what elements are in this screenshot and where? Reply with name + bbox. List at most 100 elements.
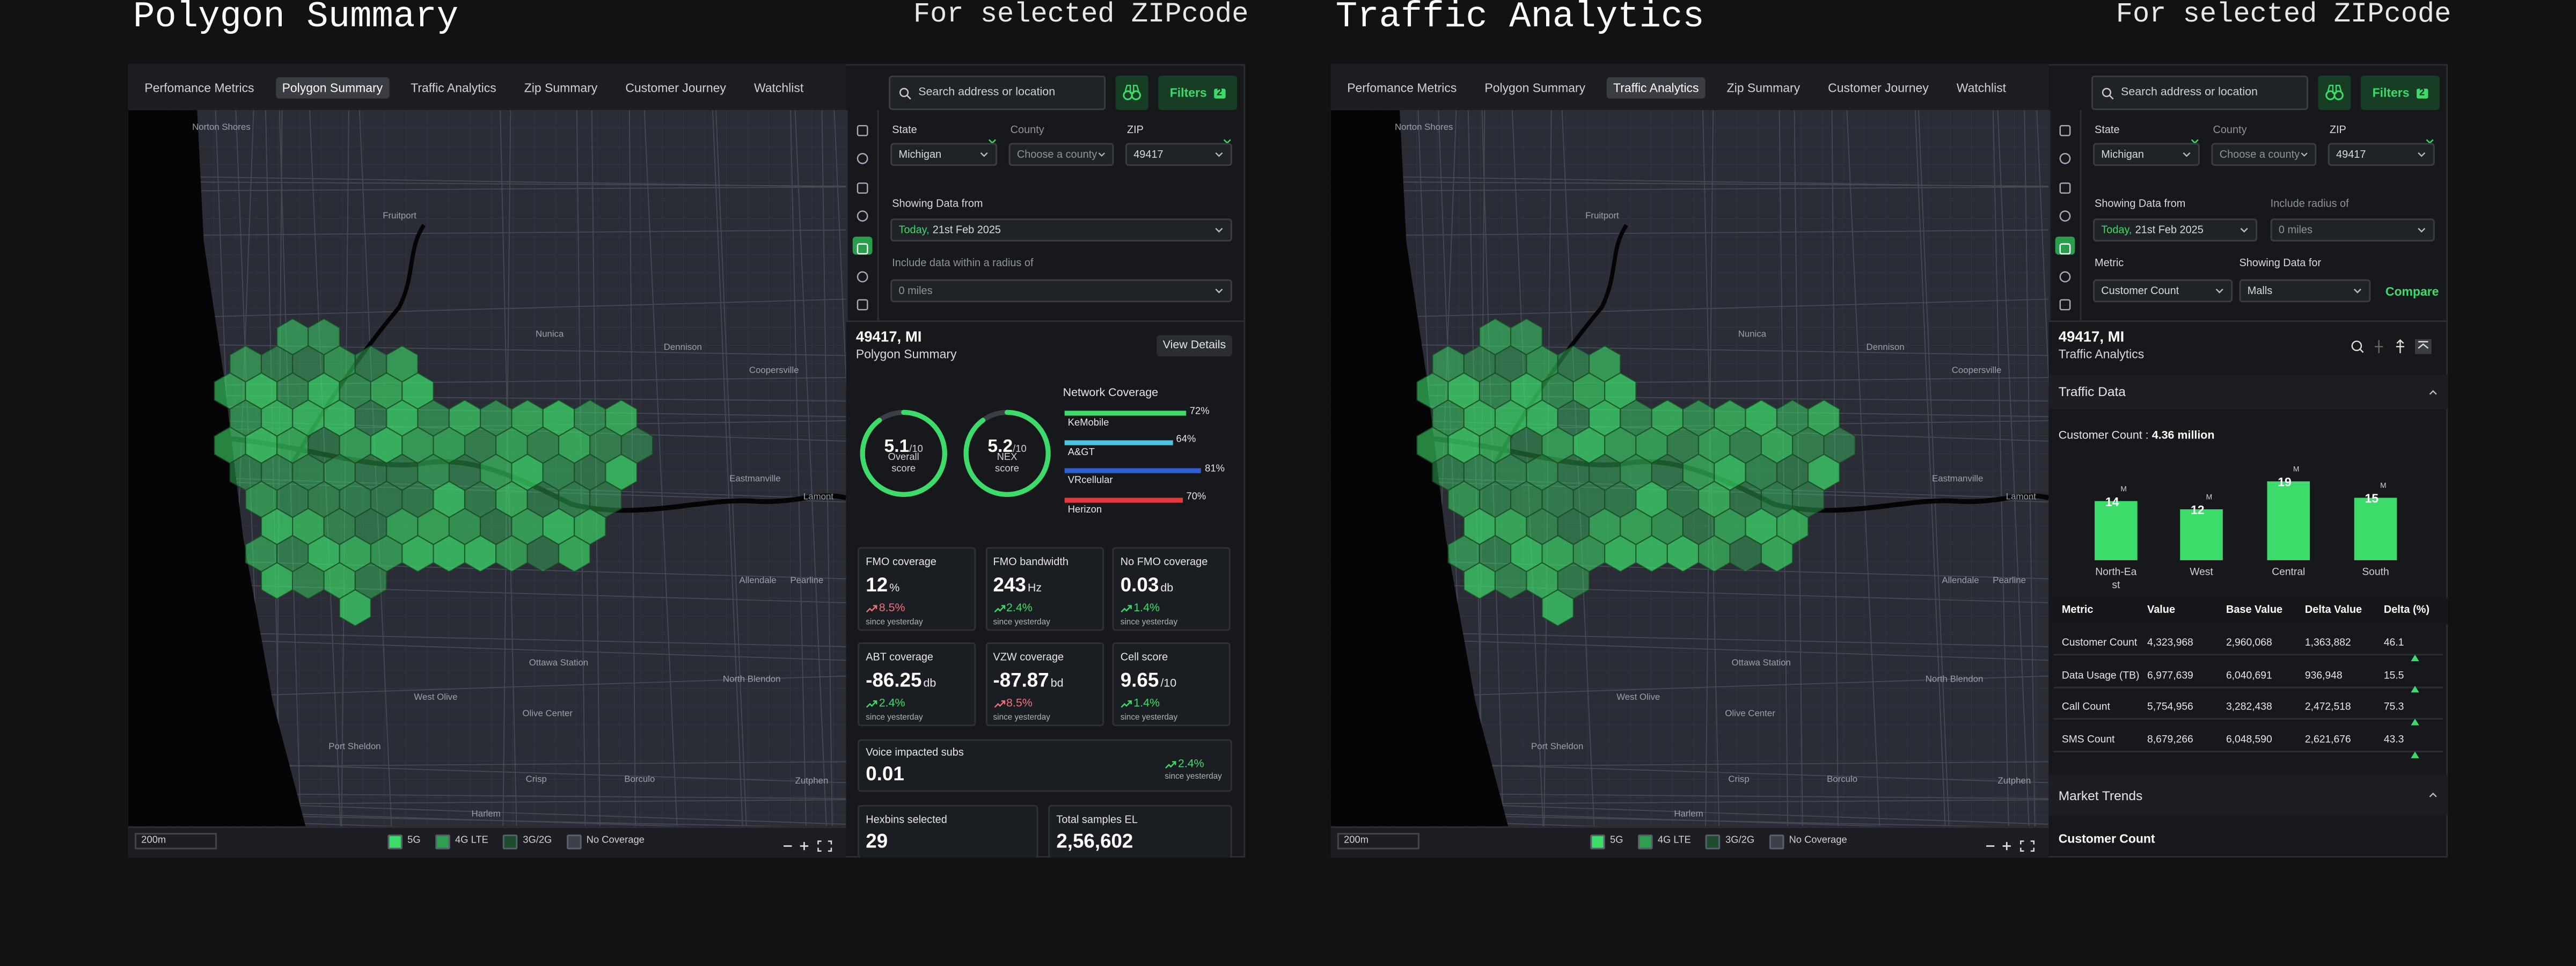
coverage-bar bbox=[1064, 497, 1183, 502]
section-header[interactable]: Traffic Data bbox=[2048, 374, 2448, 409]
tool-icon[interactable] bbox=[853, 240, 873, 258]
place-label: Coopersville bbox=[1952, 365, 2002, 375]
date-select[interactable]: Today, 21st Feb 2025 bbox=[2093, 218, 2258, 241]
filters-button[interactable]: Filters 2 bbox=[1158, 75, 1238, 111]
tool-button[interactable] bbox=[853, 176, 873, 194]
search-box[interactable]: Search address or location bbox=[889, 75, 1106, 111]
tab[interactable]: Zip Summary bbox=[524, 79, 598, 95]
tool-icon[interactable] bbox=[2055, 150, 2075, 168]
tool-button[interactable] bbox=[852, 236, 873, 258]
tab[interactable]: Watchlist bbox=[1956, 79, 2007, 95]
legend-item[interactable]: 5G bbox=[387, 833, 421, 849]
tool-button[interactable] bbox=[2055, 118, 2075, 136]
legend-item[interactable]: No Coverage bbox=[566, 833, 645, 849]
tool-button[interactable] bbox=[2055, 265, 2075, 283]
legend-item[interactable]: 3G/2G bbox=[503, 833, 552, 849]
county-select[interactable]: Choose a county bbox=[2211, 143, 2317, 166]
compare-button[interactable]: Compare bbox=[2385, 284, 2439, 299]
card-number: 12 bbox=[866, 573, 888, 597]
place-label: Allendale bbox=[740, 575, 777, 586]
zoom-icons[interactable] bbox=[1983, 838, 2042, 854]
tab[interactable]: Perfomance Metrics bbox=[1347, 79, 1457, 95]
legend-item[interactable]: 5G bbox=[1590, 833, 1623, 849]
tool-icon[interactable] bbox=[2055, 207, 2075, 225]
zip-select[interactable]: 49417 bbox=[1125, 143, 1232, 166]
legend-item[interactable]: 4G LTE bbox=[1638, 833, 1691, 849]
map[interactable]: Norton Shores Fruitport Nunica Dennison Coop… bbox=[128, 110, 846, 826]
state-select[interactable]: Michigan bbox=[890, 143, 998, 166]
tool-button[interactable] bbox=[2055, 292, 2075, 311]
hexbin[interactable] bbox=[1541, 589, 1574, 627]
hexbin[interactable] bbox=[339, 589, 371, 627]
tool-button[interactable] bbox=[853, 118, 873, 136]
place-label: Nunica bbox=[1738, 329, 1767, 339]
tab[interactable]: Customer Journey bbox=[1828, 79, 1929, 95]
tool-icon[interactable] bbox=[853, 179, 873, 197]
tool-icon[interactable] bbox=[853, 296, 873, 314]
county-select[interactable]: Choose a county bbox=[1008, 143, 1114, 166]
tool-button[interactable] bbox=[2055, 176, 2075, 194]
hexbin[interactable] bbox=[1760, 535, 1794, 573]
tool-icon[interactable] bbox=[853, 150, 873, 168]
tool-button[interactable] bbox=[2055, 204, 2075, 222]
coverage-value: 72% bbox=[1189, 406, 1210, 417]
tab[interactable]: Zip Summary bbox=[1726, 79, 1801, 95]
place-label: Eastmanville bbox=[1932, 473, 1983, 484]
zip-select[interactable]: 49417 bbox=[2328, 143, 2435, 166]
bar bbox=[2354, 497, 2397, 560]
tab[interactable]: Traffic Analytics bbox=[1606, 76, 1706, 98]
filters-button[interactable]: Filters 2 bbox=[2360, 75, 2440, 111]
card-delta: 8.5% bbox=[993, 698, 1033, 709]
tool-icon[interactable] bbox=[2055, 268, 2075, 286]
tool-icon[interactable] bbox=[853, 122, 873, 140]
tool-icon[interactable] bbox=[2055, 296, 2075, 314]
tab[interactable]: Polygon Summary bbox=[275, 76, 390, 98]
tab[interactable]: Perfomance Metrics bbox=[144, 79, 254, 95]
binoculars-icon[interactable] bbox=[1116, 76, 1148, 110]
legend-item[interactable]: 3G/2G bbox=[1706, 833, 1754, 849]
tool-button[interactable] bbox=[853, 146, 873, 164]
radius-select[interactable]: 0 miles bbox=[890, 279, 1232, 303]
search-box[interactable]: Search address or location bbox=[2091, 75, 2309, 111]
collapse-icon[interactable] bbox=[2428, 792, 2438, 799]
metric-select[interactable]: Customer Count bbox=[2093, 279, 2233, 303]
table-cell: SMS Count bbox=[2061, 734, 2115, 747]
tab[interactable]: Customer Journey bbox=[625, 79, 726, 95]
binoculars-button[interactable] bbox=[1115, 75, 1148, 111]
total-label: Customer Count : bbox=[2058, 430, 2149, 442]
total-value: 4.36 million bbox=[2151, 430, 2215, 442]
tab[interactable]: Polygon Summary bbox=[1484, 79, 1585, 95]
binoculars-button[interactable] bbox=[2318, 75, 2351, 111]
tab[interactable]: Watchlist bbox=[753, 79, 804, 95]
map[interactable]: Norton Shores Fruitport Nunica Dennison Coop… bbox=[1330, 110, 2049, 826]
header-icons[interactable] bbox=[2350, 339, 2435, 355]
tool-icon[interactable] bbox=[853, 268, 873, 286]
section-header[interactable]: Market Trends bbox=[2048, 775, 2448, 815]
view-details-button[interactable]: View Details bbox=[1157, 335, 1232, 357]
tool-icon[interactable] bbox=[2055, 240, 2075, 258]
tool-button[interactable] bbox=[853, 204, 873, 222]
zoom-icons[interactable] bbox=[780, 838, 839, 854]
legend-item[interactable]: No Coverage bbox=[1769, 833, 1847, 849]
tool-icon[interactable] bbox=[853, 207, 873, 225]
summary-place: 49417, MI bbox=[2058, 328, 2125, 345]
tool-button[interactable] bbox=[2055, 236, 2075, 258]
tool-icon[interactable] bbox=[2055, 122, 2075, 140]
tool-button[interactable] bbox=[853, 265, 873, 283]
radius-select[interactable]: 0 miles bbox=[2270, 218, 2435, 241]
tool-button[interactable] bbox=[853, 292, 873, 311]
legend-item[interactable]: 4G LTE bbox=[435, 833, 488, 849]
tab[interactable]: Traffic Analytics bbox=[411, 79, 496, 95]
state-select[interactable]: Michigan bbox=[2093, 143, 2200, 166]
period-select[interactable]: Malls bbox=[2239, 279, 2371, 303]
coverage-name: A&GT bbox=[1067, 448, 1095, 458]
hexbin[interactable] bbox=[558, 535, 591, 573]
card-unit: db bbox=[923, 678, 936, 690]
tool-button[interactable] bbox=[2055, 146, 2075, 164]
binoculars-icon[interactable] bbox=[2318, 76, 2351, 110]
tool-icon[interactable] bbox=[2055, 179, 2075, 197]
date-select[interactable]: Today, 21st Feb 2025 bbox=[890, 218, 1232, 241]
collapse-icon[interactable] bbox=[2428, 389, 2438, 395]
filter-label: Metric bbox=[2095, 258, 2124, 270]
card-value: -87.87 bd bbox=[993, 665, 1064, 695]
